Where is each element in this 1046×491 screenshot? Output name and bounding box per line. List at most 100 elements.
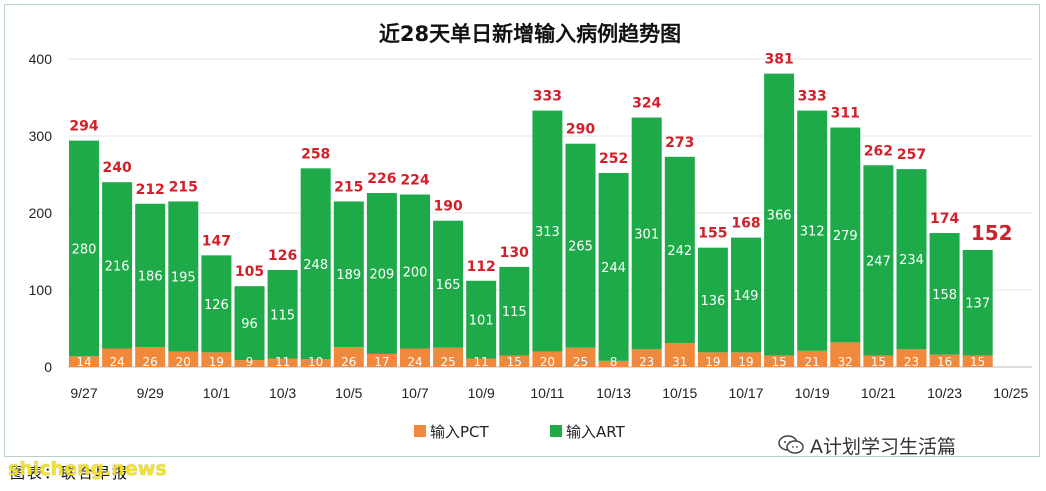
data-label-total: 212	[136, 182, 165, 198]
data-label-pct: 25	[573, 355, 588, 369]
data-label-art: 301	[634, 227, 659, 242]
data-label-pct: 14	[76, 355, 91, 369]
data-label-total: 168	[731, 216, 760, 232]
data-label-total: 174	[930, 211, 959, 227]
bar-pct	[929, 354, 960, 367]
data-label-art: 242	[667, 244, 692, 259]
bar-art	[69, 140, 99, 357]
bar-art	[764, 73, 795, 356]
x-tick-label: 10/15	[662, 385, 697, 401]
bar-pct	[764, 355, 795, 367]
data-label-total: 105	[235, 264, 264, 280]
bar-art	[466, 280, 497, 359]
data-label-total: 311	[831, 106, 860, 122]
bar-pct	[962, 355, 993, 367]
chart-title: 近28天单日新增输入病例趋势图	[379, 22, 681, 46]
data-label-art: 115	[502, 305, 527, 320]
data-label-total: 112	[467, 259, 496, 275]
y-tick-label: 0	[44, 359, 52, 375]
x-tick-label: 10/19	[795, 385, 830, 401]
data-label-art: 313	[535, 225, 560, 240]
data-label-total: 294	[69, 119, 98, 135]
bar-art	[201, 255, 232, 353]
bar-art	[631, 117, 662, 350]
data-label-pct: 19	[705, 355, 720, 369]
x-tick-label: 10/17	[728, 385, 763, 401]
bar-art	[697, 247, 728, 353]
data-label-total: 126	[268, 248, 297, 264]
legend-swatch-pct	[414, 425, 426, 437]
bar-art	[797, 110, 828, 351]
data-label-total: 324	[632, 96, 661, 112]
data-label-total: 258	[301, 146, 330, 162]
data-label-pct: 19	[209, 355, 224, 369]
data-label-total: 290	[566, 122, 595, 138]
bar-pct	[433, 347, 464, 367]
bar-art	[433, 220, 464, 348]
bar-art	[300, 168, 331, 360]
bar-pct	[168, 351, 199, 367]
bar-art	[400, 194, 430, 349]
bar-pct	[863, 355, 894, 367]
y-tick-label: 100	[29, 282, 53, 298]
data-label-total: 130	[500, 245, 529, 261]
x-tick-label: 9/29	[137, 385, 164, 401]
data-label-pct: 25	[440, 355, 455, 369]
data-label-pct: 20	[540, 355, 555, 369]
bar-pct	[135, 346, 166, 367]
bar-pct	[731, 352, 761, 367]
data-label-total: 226	[367, 171, 396, 187]
data-label-art: 234	[899, 253, 924, 268]
data-label-pct: 16	[937, 355, 952, 369]
data-label-art: 247	[866, 254, 891, 269]
data-label-art: 186	[138, 269, 163, 284]
legend-label-art: 输入ART	[566, 423, 626, 441]
bar-pct	[300, 359, 331, 367]
bar-pct	[598, 360, 629, 367]
x-tick-label: 10/13	[596, 385, 631, 401]
bar-pct	[499, 355, 530, 367]
data-label-art: 216	[105, 259, 130, 274]
legend-swatch-art	[550, 425, 562, 437]
bar-pct	[400, 348, 430, 367]
bar-art	[234, 286, 265, 361]
data-label-pct: 21	[805, 355, 820, 369]
data-label-pct: 15	[871, 355, 886, 369]
bar-pct	[466, 358, 497, 367]
data-label-total: 333	[798, 89, 827, 105]
data-label-art: 189	[336, 268, 361, 283]
data-label-art: 165	[436, 278, 461, 293]
legend-label-pct: 输入PCT	[430, 423, 490, 441]
bar-pct	[697, 352, 728, 367]
bar-pct	[333, 346, 364, 367]
x-tick-label: 10/11	[530, 385, 564, 401]
bar-pct	[631, 349, 662, 367]
bar-pct	[830, 342, 861, 367]
data-label-total: 262	[864, 143, 893, 159]
data-label-art: 209	[369, 267, 394, 282]
bar-art	[565, 143, 596, 348]
data-label-pct: 31	[672, 355, 687, 369]
data-label-total: 381	[764, 52, 793, 68]
data-label-pct: 10	[308, 355, 323, 369]
data-label-art: 280	[72, 242, 97, 257]
x-tick-label: 10/1	[203, 385, 230, 401]
data-label-total: 215	[169, 179, 198, 195]
bar-art	[499, 266, 530, 356]
bar-pct	[234, 360, 265, 367]
data-label-total: 257	[897, 147, 926, 163]
data-label-pct: 26	[341, 355, 356, 369]
data-label-pct: 24	[407, 355, 422, 369]
bar-pct	[267, 358, 298, 367]
data-label-art: 366	[767, 209, 792, 224]
x-tick-label: 10/9	[468, 385, 495, 401]
bar-art	[598, 172, 629, 361]
y-tick-label: 200	[29, 205, 53, 221]
data-label-art: 96	[241, 317, 258, 332]
bar-pct	[896, 349, 927, 367]
data-label-pct: 8	[610, 355, 618, 369]
data-label-pct: 17	[374, 355, 389, 369]
site-watermark: shicheng.news	[8, 458, 167, 480]
bar-pct	[366, 353, 397, 367]
data-label-total: 240	[102, 160, 131, 176]
